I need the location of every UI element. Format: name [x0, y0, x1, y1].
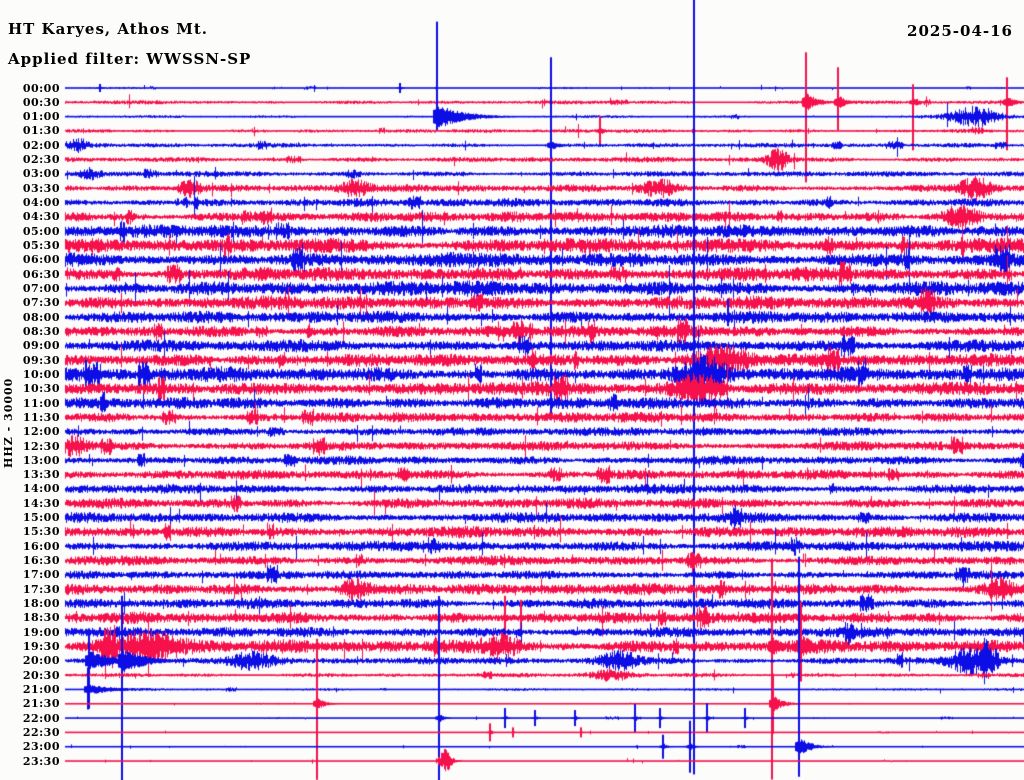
time-label: 22:00 [22, 711, 60, 725]
time-label: 15:00 [22, 511, 60, 525]
time-label: 07:30 [22, 296, 60, 310]
time-label: 16:30 [22, 554, 60, 568]
time-label: 19:00 [22, 625, 60, 639]
time-label: 20:00 [22, 654, 60, 668]
time-label: 09:30 [22, 353, 60, 367]
time-label: 06:00 [22, 253, 60, 267]
time-label: 03:00 [22, 167, 60, 181]
time-axis: 00:00 00:30 01:00 01:30 02:00 02:30 03:00 03:30… [0, 0, 62, 780]
time-label: 18:00 [22, 597, 60, 611]
time-label: 05:30 [22, 239, 60, 253]
time-label: 09:00 [22, 339, 60, 353]
time-label: 08:00 [22, 310, 60, 324]
time-label: 10:00 [22, 367, 60, 381]
time-label: 12:00 [22, 425, 60, 439]
time-label: 11:30 [22, 410, 60, 424]
time-label: 11:00 [22, 396, 60, 410]
time-label: 10:30 [22, 382, 60, 396]
time-label: 13:30 [22, 468, 60, 482]
time-label: 05:00 [22, 224, 60, 238]
time-label: 01:30 [22, 124, 60, 138]
time-label: 02:30 [22, 153, 60, 167]
time-label: 22:30 [22, 725, 60, 739]
time-label: 02:00 [22, 138, 60, 152]
time-label: 04:30 [22, 210, 60, 224]
time-label: 15:30 [22, 525, 60, 539]
time-label: 18:30 [22, 611, 60, 625]
time-label: 06:30 [22, 267, 60, 281]
time-label: 07:00 [22, 281, 60, 295]
time-label: 17:00 [22, 568, 60, 582]
time-label: 16:00 [22, 539, 60, 553]
time-label: 21:30 [22, 697, 60, 711]
time-label: 08:30 [22, 324, 60, 338]
time-label: 04:00 [22, 196, 60, 210]
time-label: 20:30 [22, 668, 60, 682]
date-label: 2025-04-16 [907, 22, 1013, 40]
time-label: 23:30 [22, 754, 60, 768]
time-label: 01:00 [22, 110, 60, 124]
time-label: 00:00 [22, 81, 60, 95]
station-title: HT Karyes, Athos Mt. [8, 20, 208, 38]
time-label: 12:30 [22, 439, 60, 453]
filter-label: Applied filter: WWSSN-SP [8, 50, 252, 68]
time-label: 17:30 [22, 582, 60, 596]
time-label: 13:00 [22, 453, 60, 467]
time-label: 19:30 [22, 639, 60, 653]
time-label: 03:30 [22, 181, 60, 195]
time-label: 23:00 [22, 740, 60, 754]
time-label: 21:00 [22, 682, 60, 696]
time-label: 00:30 [22, 95, 60, 109]
time-label: 14:30 [22, 496, 60, 510]
time-label: 14:00 [22, 482, 60, 496]
